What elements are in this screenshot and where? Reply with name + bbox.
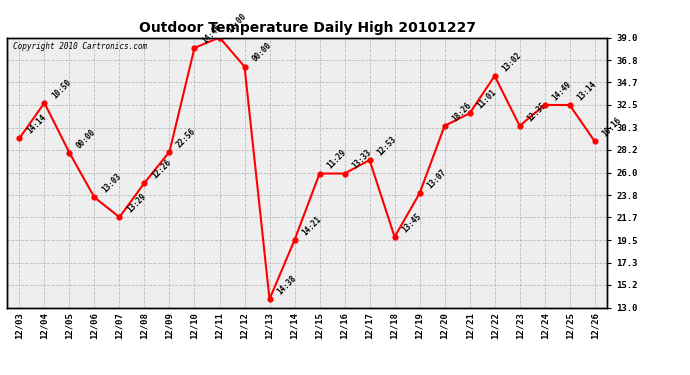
Point bbox=[339, 171, 350, 177]
Point bbox=[589, 138, 600, 144]
Point bbox=[489, 73, 500, 79]
Point bbox=[214, 34, 225, 40]
Point bbox=[464, 110, 475, 116]
Point bbox=[39, 100, 50, 106]
Text: 13:02: 13:02 bbox=[500, 50, 523, 73]
Text: 14:46: 14:46 bbox=[200, 22, 223, 45]
Point bbox=[389, 234, 400, 240]
Text: 12:53: 12:53 bbox=[375, 135, 398, 157]
Point bbox=[289, 237, 300, 243]
Text: 14:49: 14:49 bbox=[550, 80, 573, 102]
Point bbox=[364, 157, 375, 163]
Text: 13:07: 13:07 bbox=[425, 168, 448, 190]
Point bbox=[414, 190, 425, 196]
Point bbox=[439, 123, 450, 129]
Text: 00:00: 00:00 bbox=[75, 127, 98, 150]
Point bbox=[114, 214, 125, 220]
Point bbox=[189, 45, 200, 51]
Point bbox=[514, 123, 525, 129]
Text: 12:35: 12:35 bbox=[525, 100, 548, 123]
Point bbox=[139, 180, 150, 186]
Point bbox=[14, 135, 25, 141]
Text: 13:33: 13:33 bbox=[350, 148, 373, 171]
Text: 11:29: 11:29 bbox=[325, 148, 348, 171]
Text: 12:00: 12:00 bbox=[225, 12, 248, 35]
Point bbox=[539, 102, 550, 108]
Point bbox=[64, 150, 75, 156]
Text: 22:56: 22:56 bbox=[175, 126, 198, 149]
Point bbox=[564, 102, 575, 108]
Text: 13:29: 13:29 bbox=[125, 192, 148, 214]
Text: 14:38: 14:38 bbox=[275, 274, 298, 296]
Title: Outdoor Temperature Daily High 20101227: Outdoor Temperature Daily High 20101227 bbox=[139, 21, 475, 35]
Text: 13:45: 13:45 bbox=[400, 211, 423, 234]
Point bbox=[239, 64, 250, 70]
Text: 13:03: 13:03 bbox=[100, 172, 123, 195]
Text: Copyright 2010 Cartronics.com: Copyright 2010 Cartronics.com bbox=[13, 42, 147, 51]
Text: 10:50: 10:50 bbox=[50, 77, 72, 100]
Text: 14:14: 14:14 bbox=[25, 113, 48, 135]
Text: 12:26: 12:26 bbox=[150, 158, 172, 180]
Point bbox=[164, 149, 175, 155]
Text: 18:26: 18:26 bbox=[450, 100, 473, 123]
Text: 00:00: 00:00 bbox=[250, 41, 273, 64]
Text: 14:21: 14:21 bbox=[300, 214, 323, 237]
Text: 10:16: 10:16 bbox=[600, 116, 623, 139]
Text: 13:14: 13:14 bbox=[575, 80, 598, 102]
Point bbox=[314, 171, 325, 177]
Point bbox=[89, 194, 100, 200]
Point bbox=[264, 296, 275, 302]
Text: 11:01: 11:01 bbox=[475, 88, 498, 111]
